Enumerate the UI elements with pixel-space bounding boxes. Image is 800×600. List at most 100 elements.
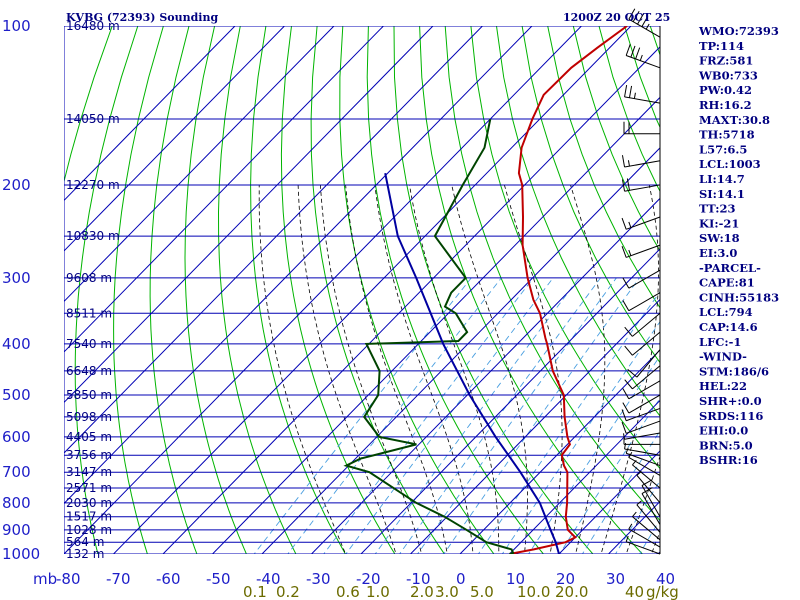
wind-barb-staff <box>628 18 661 38</box>
wind-barb <box>632 511 661 541</box>
wind-barb-flag <box>641 487 653 494</box>
wind-barb-staff <box>636 504 661 533</box>
wind-barb-half-flag <box>628 249 632 256</box>
wind-barb <box>623 438 660 445</box>
wind-barb-half-flag <box>628 452 633 458</box>
wind-barb <box>621 244 661 258</box>
wind-barb-half-flag <box>628 523 633 530</box>
wind-barb-staff <box>626 420 661 434</box>
mixing-ratio-label: 20.0 <box>555 583 588 600</box>
wind-barb-half-flag <box>628 221 632 228</box>
wind-barb <box>625 535 661 555</box>
mixing-ratio-line <box>253 277 472 554</box>
wind-barb-staff <box>626 216 661 230</box>
index-value: TH:5718 <box>699 128 755 142</box>
temperature-tick-label: -50 <box>206 570 231 588</box>
mixing-ratio-line <box>287 277 502 554</box>
temperature-tick-label: -40 <box>256 570 281 588</box>
wind-barb <box>621 178 661 192</box>
wind-barb-staff <box>641 485 661 517</box>
index-value: TT:23 <box>699 202 736 216</box>
index-value: EHI:0.0 <box>699 424 748 438</box>
isotherm-line <box>360 248 660 554</box>
mixing-ratio-label: 10.0 <box>517 583 550 600</box>
moist-adiabat-line <box>504 184 563 554</box>
mixing-ratio-label: 0.1 <box>243 583 267 600</box>
index-value: SW:18 <box>699 231 740 245</box>
dry-adiabat-line <box>470 26 660 470</box>
wind-barb <box>624 365 661 390</box>
pressure-tick-label: 900 <box>2 521 31 539</box>
isotherm-line <box>64 26 483 454</box>
dry-adiabat-line <box>393 26 594 554</box>
wind-barb-flag <box>621 409 627 421</box>
mixing-ratio-line <box>559 397 660 554</box>
wind-barb-flag <box>624 84 628 97</box>
wind-barb <box>636 500 661 533</box>
height-label: 10830 m <box>66 229 120 243</box>
wind-barb-flag <box>635 47 641 60</box>
mixing-ratio-label: 5.0 <box>470 583 494 600</box>
wind-barb-flag <box>637 13 644 25</box>
height-label: 5850 m <box>66 388 112 402</box>
wind-barb-flag <box>641 16 649 27</box>
dry-adiabat-line <box>366 26 545 554</box>
wind-barb-flag <box>624 345 633 356</box>
mixing-ratio-line <box>581 430 660 554</box>
wind-barb-staff <box>636 474 661 504</box>
wind-barb-flag <box>627 369 638 378</box>
wind-barb-staff <box>628 457 661 476</box>
wind-barb <box>621 155 661 168</box>
temperature-tick-label: 10 <box>506 570 525 588</box>
wind-barb-half-flag <box>625 535 629 542</box>
pressure-tick-label: 800 <box>2 494 31 512</box>
height-label: 2030 m <box>66 496 112 510</box>
wind-barb-half-flag <box>623 433 626 440</box>
wind-barb <box>622 380 661 400</box>
wind-barb-staff <box>626 541 661 555</box>
wind-barb-half-flag <box>636 500 642 506</box>
wind-barb <box>625 44 661 69</box>
index-value: EI:3.0 <box>699 246 737 260</box>
wind-barb <box>625 447 661 467</box>
wind-barb-staff <box>641 493 661 525</box>
isotherm-line <box>64 26 384 353</box>
wind-barb-flag <box>622 300 630 311</box>
temperature-tick-label: -70 <box>106 570 131 588</box>
wind-barb-staff <box>628 528 661 548</box>
height-label: 3756 m <box>66 448 112 462</box>
pressure-unit-label: mb <box>33 570 57 588</box>
dry-adiabat-line <box>521 26 660 364</box>
moist-adiabat-line <box>258 184 346 554</box>
dry-adiabat-line <box>547 26 660 309</box>
wind-barb-staff <box>626 244 661 258</box>
wind-barb-flag <box>626 178 630 191</box>
index-value: CINH:55183 <box>699 290 779 304</box>
temperature-tick-label: -10 <box>406 570 431 588</box>
wind-barb-flag <box>630 45 636 58</box>
height-label: 12270 m <box>66 178 120 192</box>
temperature-tick-label: -80 <box>56 570 81 588</box>
index-value: WMO:72393 <box>698 24 779 38</box>
index-value: SHR+:0.0 <box>699 394 762 408</box>
mixing-ratio-label: 0.6 <box>336 583 360 600</box>
height-label: 8511 m <box>66 306 112 320</box>
isotherm-line <box>459 349 660 554</box>
wind-barb-half-flag <box>632 511 637 517</box>
wind-barb-flag <box>621 155 626 168</box>
wind-barb <box>622 269 661 289</box>
index-value: PW:0.42 <box>699 83 752 97</box>
mixing-ratio-label: 40 <box>625 583 644 600</box>
wind-barb <box>636 471 661 504</box>
index-value: STM:186/6 <box>699 364 769 378</box>
mixing-ratio-lines <box>253 277 660 554</box>
mixing-ratio-line <box>443 277 640 554</box>
index-value: KI:-21 <box>699 216 739 230</box>
sounding-datetime: 1200Z 20 OCT 25 <box>563 11 670 24</box>
height-label: 7540 m <box>66 337 112 351</box>
dry-adiabat-line <box>280 26 396 554</box>
wind-barb-staff <box>624 448 661 456</box>
isotherm-line <box>509 399 660 554</box>
wind-barb <box>624 312 661 337</box>
